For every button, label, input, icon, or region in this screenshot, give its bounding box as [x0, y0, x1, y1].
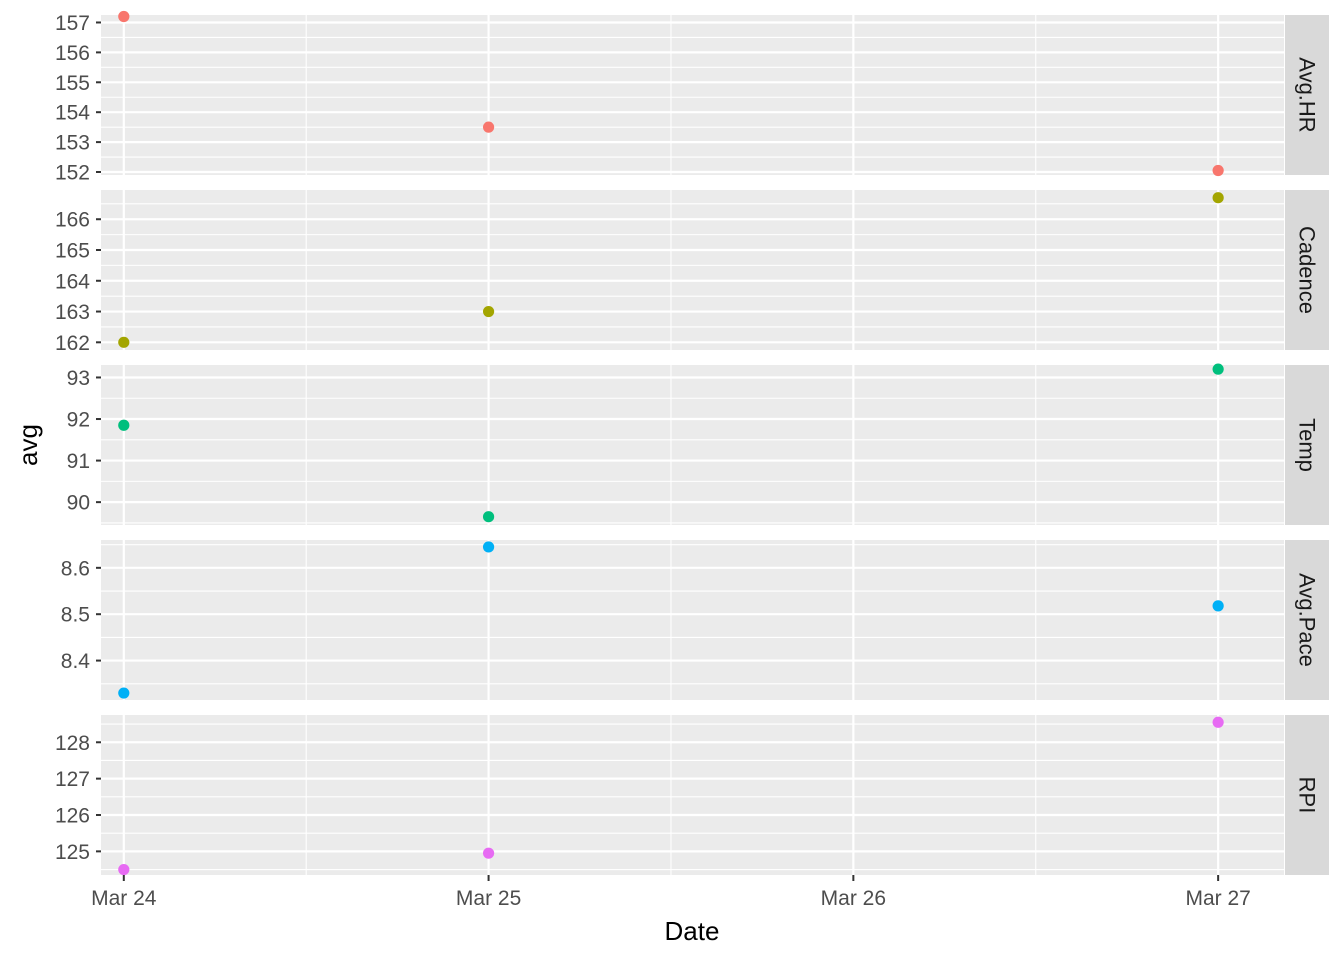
- y-tick-label: 90: [67, 492, 90, 515]
- facet-panel-avg-pace: 8.4 8.5 8.6 Avg.Pace: [61, 540, 1329, 700]
- x-tick-label: Mar 25: [456, 887, 521, 910]
- data-point: [482, 305, 495, 318]
- y-tick-label: 157: [55, 12, 90, 35]
- data-point: [482, 511, 495, 523]
- y-tick-label: 152: [55, 162, 90, 185]
- x-axis-title: Date: [665, 916, 720, 946]
- y-tick-label: 91: [67, 450, 90, 473]
- panel-background: [101, 15, 1284, 175]
- facet-strip-label: Avg.HR: [1295, 57, 1320, 132]
- y-tick-label: 155: [55, 72, 90, 95]
- y-tick-label: 154: [55, 102, 90, 125]
- facet-panel-rpi: 125 126 127 128 RPI: [55, 715, 1329, 876]
- y-tick-label: 164: [55, 270, 90, 293]
- data-point: [482, 121, 495, 133]
- data-point: [1212, 600, 1224, 612]
- data-point: [482, 541, 495, 553]
- facet-strip-label: Temp: [1295, 418, 1320, 472]
- facet-strip: [1285, 540, 1329, 700]
- data-point: [118, 10, 130, 23]
- x-tick-label: Mar 24: [91, 887, 157, 910]
- y-tick-label: 92: [67, 409, 90, 432]
- y-tick-label: 8.6: [61, 557, 90, 580]
- y-tick-label: 125: [55, 841, 90, 864]
- x-tick-label: Mar 26: [821, 887, 886, 910]
- data-point: [1212, 164, 1224, 177]
- panel-background: [101, 190, 1284, 350]
- y-tick-label: 162: [55, 332, 90, 355]
- y-tick-label: 166: [55, 209, 90, 232]
- data-point: [1212, 192, 1224, 204]
- data-point: [482, 847, 495, 859]
- y-tick-label: 126: [55, 805, 90, 828]
- x-axis: Mar 24 Mar 25 Mar 26 Mar 27: [91, 875, 1251, 910]
- y-tick-label: 165: [55, 240, 90, 263]
- facet-strip: [1285, 15, 1329, 175]
- y-tick-label: 127: [55, 768, 90, 791]
- y-tick-label: 163: [55, 301, 90, 324]
- y-tick-label: 8.5: [61, 604, 90, 627]
- data-point: [1212, 716, 1224, 728]
- data-point: [118, 336, 130, 348]
- facet-strip: [1285, 715, 1329, 875]
- data-point: [1212, 363, 1224, 375]
- facet-panel-temp: 90 91 92 93 Temp: [67, 363, 1329, 525]
- panel-background: [101, 540, 1284, 700]
- facet-panel-avg-hr: 152 153 154 155 156 157 Avg.HR: [55, 10, 1329, 185]
- facet-panel-cadence: 162 163 164 165 166 Cadence: [55, 190, 1329, 355]
- y-tick-label: 153: [55, 132, 90, 155]
- data-point: [118, 419, 130, 431]
- facet-strip-label: Avg.Pace: [1295, 573, 1320, 667]
- y-tick-label: 156: [55, 42, 90, 65]
- panel-background: [101, 365, 1284, 525]
- facet-strip-label: RPI: [1295, 777, 1320, 814]
- facet-panels: 152 153 154 155 156 157 Avg.HR 162 163 164 165 166 C…: [55, 10, 1329, 876]
- y-axis-title: avg: [13, 424, 43, 466]
- y-tick-label: 128: [55, 732, 90, 755]
- data-point: [118, 687, 130, 699]
- data-point: [118, 863, 130, 876]
- y-tick-label: 93: [67, 367, 90, 390]
- facet-strip: [1285, 365, 1329, 525]
- x-tick-label: Mar 27: [1185, 887, 1250, 910]
- facet-strip: [1285, 190, 1329, 350]
- y-tick-label: 8.4: [61, 650, 91, 673]
- facet-strip-label: Cadence: [1295, 226, 1320, 314]
